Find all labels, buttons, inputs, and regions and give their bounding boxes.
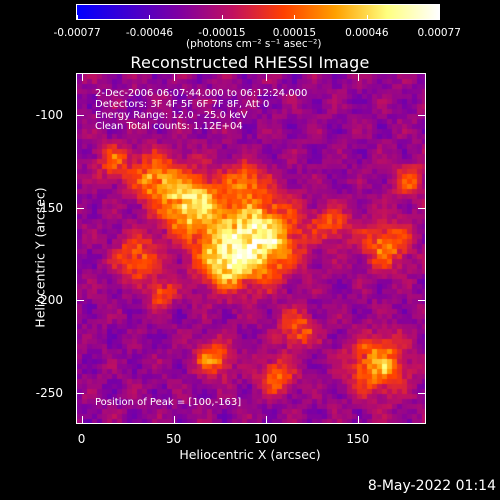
y-tick-mark: [418, 115, 426, 116]
x-tick-label: 0: [77, 432, 86, 446]
x-tick-mark: [358, 73, 359, 81]
annotation-energy-range: Energy Range: 12.0 - 25.0 keV: [95, 110, 248, 121]
x-tick-label: 50: [165, 432, 182, 446]
colorbar: [76, 4, 440, 20]
colorbar-tick-label: -0.00077: [53, 27, 101, 39]
y-tick-mark: [418, 300, 426, 301]
colorbar-tick-label: 0.00077: [417, 27, 461, 39]
annotation-clean-counts: Clean Total counts: 1.12E+04: [95, 121, 243, 132]
image-title: Reconstructed RHESSI Image: [130, 53, 370, 72]
annotation-time-range: 2-Dec-2006 06:07:44.000 to 06:12:24.000: [95, 88, 308, 99]
x-axis-label: Heliocentric X (arcsec): [179, 447, 321, 462]
colorbar-tick-label: 0.00046: [345, 27, 389, 39]
y-axis-label: Heliocentric Y (arcsec): [32, 187, 48, 328]
colorbar-tick-mark: [222, 15, 223, 20]
y-tick-label: -200: [35, 293, 63, 308]
colorbar-tick-mark: [149, 15, 150, 20]
heatmap-image: [77, 74, 425, 423]
annotation-peak-position: Position of Peak = [100,-163]: [95, 397, 242, 408]
colorbar-tick-label: -0.00015: [198, 27, 246, 39]
y-tick-mark: [418, 393, 426, 394]
colorbar-tick-mark: [294, 15, 295, 20]
x-tick-mark: [266, 73, 267, 81]
x-tick-label: 150: [346, 432, 370, 446]
x-tick-label: 100: [254, 432, 278, 446]
x-tick-mark: [358, 416, 359, 424]
colorbar-tick-label: -0.00046: [125, 27, 174, 39]
colorbar-tick-label: 0.00015: [272, 27, 317, 39]
y-tick-mark: [418, 208, 426, 209]
y-tick-mark: [76, 393, 84, 394]
x-tick-mark: [82, 73, 83, 81]
colorbar-units-label: (photons cm⁻² s⁻¹ asec⁻²): [186, 38, 322, 50]
y-tick-mark: [76, 208, 84, 209]
x-tick-mark: [174, 416, 175, 424]
x-tick-mark: [266, 416, 267, 424]
annotation-detectors: Detectors: 3F 4F 5F 6F 7F 8F, Att 0: [95, 99, 270, 110]
colorbar-tick-mark: [77, 15, 78, 20]
y-tick-label: -100: [35, 108, 63, 123]
y-tick-mark: [76, 300, 84, 301]
rhessi-image-plot: 2-Dec-2006 06:07:44.000 to 06:12:24.000 …: [76, 73, 426, 424]
x-tick-mark: [174, 73, 175, 81]
y-tick-mark: [76, 115, 84, 116]
y-tick-label: -150: [35, 200, 63, 215]
colorbar-tick-mark: [367, 15, 368, 20]
y-tick-label: -250: [35, 385, 63, 400]
x-tick-mark: [82, 416, 83, 424]
colorbar-tick-mark: [439, 15, 440, 20]
footer-timestamp: 8-May-2022 01:14: [367, 478, 496, 494]
